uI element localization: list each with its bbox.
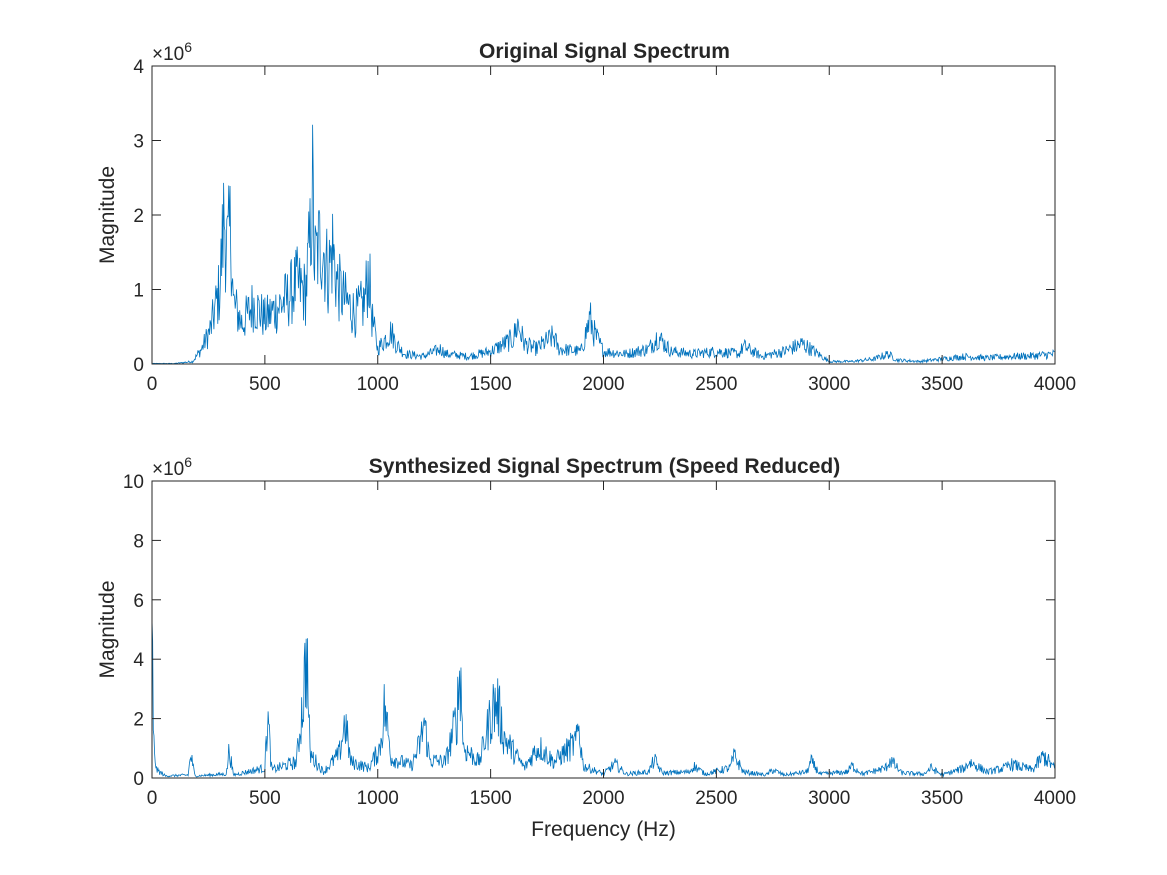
y-tick-label: 3 [133, 132, 144, 153]
x-tick-label: 3000 [808, 374, 850, 395]
y-tick-label: 10 [123, 472, 144, 493]
x-tick-label: 2000 [582, 788, 624, 809]
x-tick-label: 1500 [469, 788, 511, 809]
y-tick-label: 0 [133, 355, 144, 376]
y-tick-label: 4 [133, 57, 144, 78]
y-tick-label: 1 [133, 281, 144, 302]
x-tick-label: 500 [249, 788, 281, 809]
x-tick-label: 4000 [1034, 374, 1076, 395]
y-exponent-label: ×106 [152, 454, 192, 480]
x-tick-label: 3000 [808, 788, 850, 809]
x-tick-label: 3500 [921, 788, 963, 809]
y-tick-label: 2 [133, 206, 144, 227]
y-tick-label: 4 [133, 650, 144, 671]
y-exponent-label: ×106 [152, 39, 192, 65]
x-tick-label: 3500 [921, 374, 963, 395]
x-tick-label: 4000 [1034, 788, 1076, 809]
x-tick-label: 2000 [582, 374, 624, 395]
chart-title: Original Signal Spectrum [479, 40, 730, 63]
plot-area [152, 481, 1055, 778]
x-tick-label: 0 [147, 788, 158, 809]
x-axis-label: Frequency (Hz) [531, 818, 676, 841]
x-tick-label: 1000 [357, 374, 399, 395]
y-tick-label: 2 [133, 710, 144, 731]
x-tick-label: 2500 [695, 788, 737, 809]
x-tick-label: 2500 [695, 374, 737, 395]
x-tick-label: 1000 [357, 788, 399, 809]
x-tick-label: 1500 [469, 374, 511, 395]
chart-title: Synthesized Signal Spectrum (Speed Reduc… [369, 455, 840, 478]
axes-synthesized-spectrum: 0 500 1000 1500 2000 2500 3000 3500 4000 0 2 4 6 8 10 ×… [96, 454, 1076, 841]
y-tick-label: 0 [133, 769, 144, 790]
y-axis-label: Magnitude [96, 580, 119, 678]
y-axis-label: Magnitude [96, 166, 119, 264]
x-tick-label: 0 [147, 374, 158, 395]
y-tick-label: 8 [133, 531, 144, 552]
y-tick-label: 6 [133, 591, 144, 612]
plot-area [152, 66, 1055, 364]
axes-original-spectrum: 0 500 1000 1500 2000 2500 3000 3500 4000 0 1 2 3 4 ×10… [96, 39, 1076, 395]
x-tick-label: 500 [249, 374, 281, 395]
